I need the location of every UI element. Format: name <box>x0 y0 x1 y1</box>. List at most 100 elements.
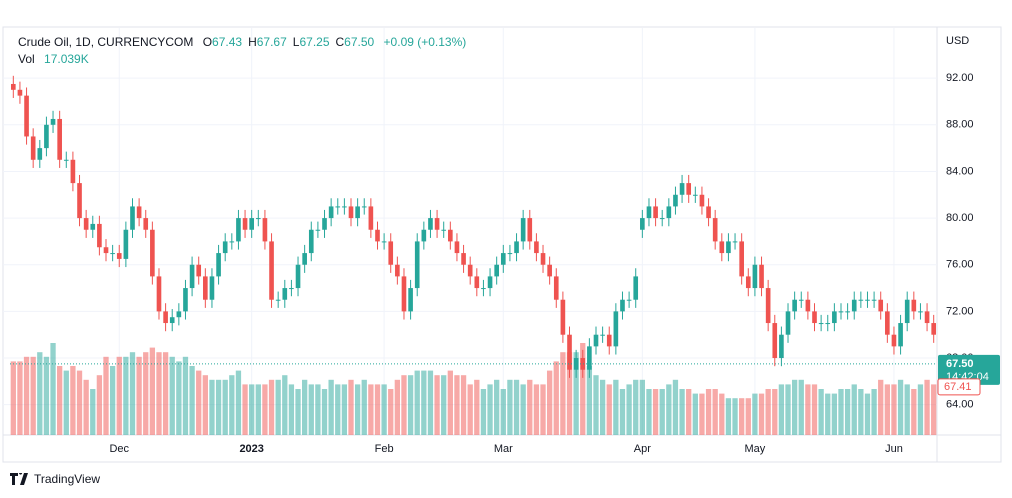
candle-body <box>289 288 294 290</box>
candle-body <box>918 311 923 313</box>
volume-bar <box>441 375 447 435</box>
candle-body <box>818 323 824 325</box>
volume-bar <box>162 352 169 435</box>
candle-body <box>474 276 480 289</box>
volume-bar <box>858 389 864 435</box>
volume-bar <box>348 379 354 435</box>
volume-bar <box>242 384 248 435</box>
volume-bar <box>354 384 361 435</box>
candle-body <box>785 311 791 335</box>
volume-bar <box>520 384 526 435</box>
candle-body <box>633 276 639 300</box>
volume-bar <box>222 379 228 435</box>
candle-body <box>222 241 228 254</box>
volume-bar <box>361 379 367 435</box>
x-tick-label: Apr <box>634 443 651 455</box>
volume-bar <box>884 384 890 435</box>
candle-body <box>904 299 910 324</box>
volume-bar <box>513 379 520 435</box>
candle-body <box>295 264 301 289</box>
prev-close-tag <box>937 378 981 396</box>
y-tick-label: 84.00 <box>946 165 974 177</box>
y-tick-label: 92.00 <box>946 72 974 84</box>
volume-bar <box>851 384 857 435</box>
volume-bar <box>765 389 771 435</box>
volume-bar <box>639 379 645 435</box>
candle-body <box>136 206 142 219</box>
candle-body <box>838 311 844 313</box>
prev-close-label: 67.41 <box>944 381 972 393</box>
volume-bar <box>249 384 255 435</box>
volume-bar <box>686 389 692 435</box>
candle-layer <box>10 75 937 378</box>
volume-bar <box>328 379 334 435</box>
candle-body <box>865 299 870 301</box>
volume-bar <box>672 379 679 435</box>
candle-body <box>375 229 380 242</box>
volume-bar <box>189 366 195 435</box>
volume-bar <box>924 379 930 435</box>
last-price-label: 67.50 <box>946 358 974 370</box>
volume-bar <box>560 352 566 435</box>
volume-bar <box>76 370 83 435</box>
brand[interactable]: TradingView <box>10 472 100 486</box>
y-tick-label: 64.00 <box>946 399 974 411</box>
volume-bar <box>798 379 804 435</box>
volume-bar <box>467 384 473 435</box>
candle-body <box>580 358 586 370</box>
volume-bar <box>90 389 96 435</box>
candle-body <box>659 218 665 220</box>
candle-body <box>878 299 884 312</box>
candle-body <box>130 206 135 230</box>
ohlc-value: 67.43 <box>212 35 243 49</box>
candle-body <box>693 194 698 196</box>
volume-bar <box>818 389 824 435</box>
volume-bar <box>460 375 467 435</box>
candle-body <box>620 299 625 312</box>
candle-body <box>209 276 215 300</box>
candle-body <box>90 223 96 230</box>
volume-bar <box>745 398 751 435</box>
volume-bar <box>315 384 321 435</box>
candle-body <box>242 218 248 230</box>
candle-body <box>196 264 202 277</box>
candle-body <box>600 334 605 336</box>
candle-body <box>825 323 831 325</box>
volume-bar <box>725 398 732 435</box>
volume-bar <box>732 398 738 435</box>
candle-body <box>236 218 241 242</box>
candle-body <box>534 241 539 254</box>
volume-bar <box>904 384 910 435</box>
candle-body <box>169 317 175 324</box>
volume-bar <box>30 356 36 435</box>
candle-body <box>560 299 566 335</box>
volume-bar <box>825 393 831 435</box>
candle-body <box>57 118 62 160</box>
volume-bar <box>712 389 718 435</box>
volume-bar <box>831 393 838 435</box>
volume-bar <box>911 389 917 435</box>
volume-bar <box>580 343 586 435</box>
volume-bar <box>116 356 122 435</box>
volume-bar <box>43 356 50 435</box>
candle-body <box>798 299 804 301</box>
volume-bar <box>659 389 665 435</box>
brand-logo <box>10 473 28 485</box>
volume-bar <box>692 393 698 435</box>
candle-body <box>461 253 466 265</box>
volume-bar <box>321 389 328 435</box>
brand-name: TradingView <box>34 472 101 486</box>
candle-body <box>891 334 897 347</box>
candle-body <box>871 299 877 301</box>
volume-bar <box>37 352 43 435</box>
volume-bar <box>156 352 162 435</box>
ohlc-value: 67.50 <box>344 35 375 49</box>
volume-bar <box>202 375 208 435</box>
candle-body <box>673 194 678 207</box>
candle-body <box>335 206 341 208</box>
candle-body <box>434 218 440 230</box>
candle-body <box>262 218 268 242</box>
volume-bar <box>719 393 725 435</box>
candle-body <box>282 288 288 300</box>
